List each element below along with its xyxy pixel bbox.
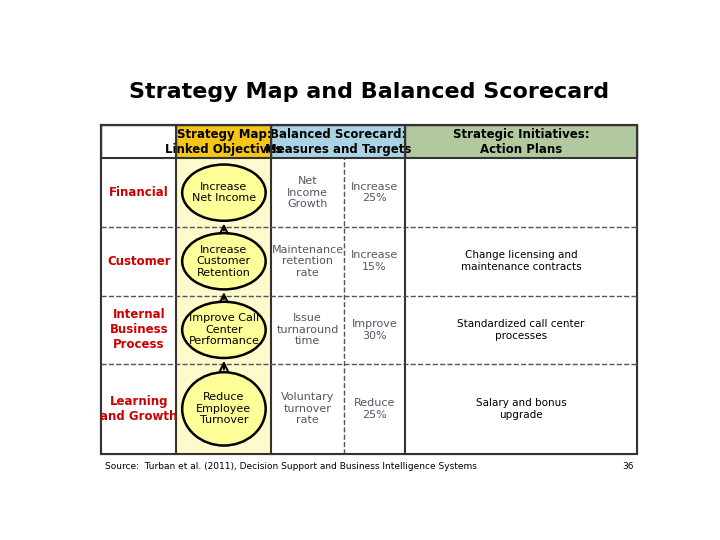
Bar <box>271 364 344 454</box>
Bar <box>271 158 344 227</box>
Text: Change licensing and
maintenance contracts: Change licensing and maintenance contrac… <box>461 251 581 272</box>
Bar <box>344 364 405 454</box>
Bar <box>176 227 271 295</box>
Text: Net
Income
Growth: Net Income Growth <box>287 176 328 210</box>
Bar <box>176 295 271 364</box>
Text: Balanced Scorecard:
Measures and Targets: Balanced Scorecard: Measures and Targets <box>265 128 412 156</box>
Text: Maintenance
retention
rate: Maintenance retention rate <box>271 245 343 278</box>
Text: Customer: Customer <box>107 255 171 268</box>
Text: Reduce
25%: Reduce 25% <box>354 398 395 420</box>
Text: Salary and bonus
upgrade: Salary and bonus upgrade <box>476 398 567 420</box>
Text: Source:  Turban et al. (2011), Decision Support and Business Intelligence System: Source: Turban et al. (2011), Decision S… <box>105 462 477 471</box>
Bar <box>344 295 405 364</box>
Ellipse shape <box>182 302 266 358</box>
Text: Increase
Customer
Retention: Increase Customer Retention <box>197 245 251 278</box>
Bar <box>405 364 637 454</box>
Text: 36: 36 <box>623 462 634 471</box>
Bar <box>101 295 176 364</box>
Text: Increase
Net Income: Increase Net Income <box>192 182 256 204</box>
Bar <box>405 295 637 364</box>
Text: Reduce
Employee
Turnover: Reduce Employee Turnover <box>197 392 251 426</box>
Bar <box>101 125 176 158</box>
Text: Strategy Map and Balanced Scorecard: Strategy Map and Balanced Scorecard <box>129 82 609 102</box>
Bar <box>271 125 405 158</box>
Bar <box>344 227 405 295</box>
Text: Learning
and Growth: Learning and Growth <box>100 395 178 423</box>
Text: Improve
30%: Improve 30% <box>351 319 397 341</box>
Bar <box>176 125 271 158</box>
Text: Issue
turnaround
time: Issue turnaround time <box>276 313 339 347</box>
Bar <box>101 158 176 227</box>
Text: Standardized call center
processes: Standardized call center processes <box>457 319 585 341</box>
Bar <box>405 158 637 227</box>
Text: Increase
15%: Increase 15% <box>351 251 398 272</box>
Bar <box>101 125 636 454</box>
Text: Strategy Map:
Linked Objectives: Strategy Map: Linked Objectives <box>165 128 283 156</box>
Ellipse shape <box>182 372 266 445</box>
Bar <box>176 158 271 227</box>
Bar <box>101 227 176 295</box>
Text: Financial: Financial <box>109 186 168 199</box>
Ellipse shape <box>182 165 266 221</box>
Bar <box>405 125 637 158</box>
Text: Improve Call
Center
Performance: Improve Call Center Performance <box>189 313 259 347</box>
Text: Increase
25%: Increase 25% <box>351 182 398 204</box>
Bar <box>271 295 344 364</box>
Bar <box>405 227 637 295</box>
Text: Strategic Initiatives:
Action Plans: Strategic Initiatives: Action Plans <box>453 128 590 156</box>
Text: Internal
Business
Process: Internal Business Process <box>109 308 168 352</box>
Bar <box>344 158 405 227</box>
Ellipse shape <box>182 233 266 289</box>
Text: Voluntary
turnover
rate: Voluntary turnover rate <box>281 392 334 426</box>
Bar <box>176 364 271 454</box>
Bar <box>271 227 344 295</box>
Bar <box>101 364 176 454</box>
